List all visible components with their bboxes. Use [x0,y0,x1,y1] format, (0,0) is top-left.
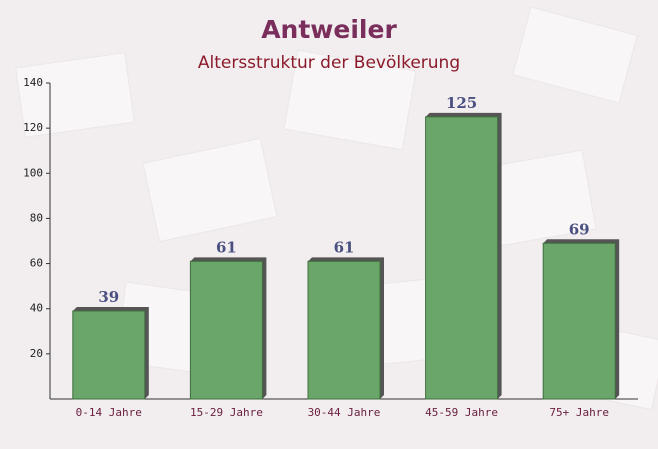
y-tick-label: 60 [30,257,43,270]
y-tick-label: 140 [23,76,43,89]
x-tick-label: 30-44 Jahre [308,406,381,419]
bar [542,242,616,400]
chart-title: Antweiler [261,15,397,44]
x-tick-label: 75+ Jahre [549,406,609,419]
bar [307,260,381,400]
value-label: 69 [569,220,590,238]
x-tick-label: 45-59 Jahre [425,406,498,419]
y-tick-label: 80 [30,211,43,224]
x-tick-label: 0-14 Jahre [76,406,142,419]
y-tick-label: 120 [23,121,43,134]
bar [72,310,146,400]
x-tick-label: 15-29 Jahre [190,406,263,419]
value-label: 61 [334,238,355,256]
y-tick-label: 40 [30,302,43,315]
value-label: 125 [446,94,477,112]
value-label: 61 [216,238,237,256]
value-label: 39 [98,288,119,306]
y-tick-label: 100 [23,166,43,179]
chart-subtitle: Altersstruktur der Bevölkerung [198,53,460,73]
bar [425,116,499,400]
bar [189,260,263,400]
y-tick-label: 20 [30,347,43,360]
